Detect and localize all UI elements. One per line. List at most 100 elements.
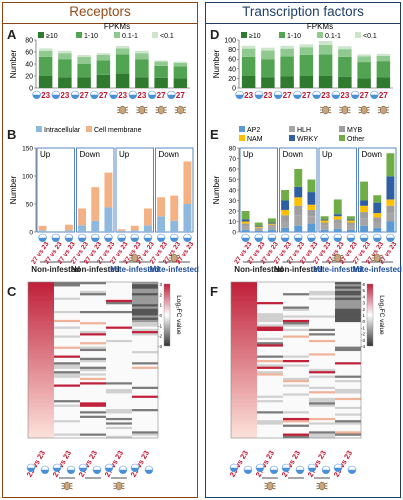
heatmap-cell	[231, 411, 257, 414]
heatmap-cell	[28, 344, 54, 347]
heatmap-cell	[54, 353, 80, 356]
heatmap-cell	[80, 391, 106, 394]
heatmap-cell	[335, 422, 361, 425]
plant-icon-white	[144, 465, 154, 471]
heatmap-cell	[335, 335, 361, 339]
heatmap-cell	[80, 313, 106, 316]
mite-icon	[168, 253, 180, 263]
bar-segment	[157, 216, 166, 232]
heatmap-cell	[335, 346, 361, 350]
heatmap-cell	[335, 377, 361, 381]
mite-icon-leg	[332, 259, 336, 262]
bar-segment	[281, 221, 290, 228]
bar-segment	[154, 61, 168, 66]
heatmap-cell	[80, 382, 106, 385]
bar-segment	[38, 56, 53, 76]
bar-segment	[267, 218, 276, 223]
heatmap-cell	[80, 322, 106, 325]
heatmap-cell	[283, 424, 309, 428]
heatmap-cell	[132, 317, 158, 321]
heatmap-cell	[309, 337, 335, 341]
bar-segment	[130, 225, 139, 231]
heatmap-cell	[335, 395, 361, 399]
heatmap-cell	[54, 357, 80, 361]
heatmap-cell	[54, 409, 80, 412]
category-label: 23	[41, 91, 50, 100]
heatmap-cell	[106, 293, 132, 296]
mite-icon-leg	[377, 106, 381, 109]
heatmap-cell	[257, 411, 283, 414]
bar-segment	[254, 226, 263, 228]
plant-icon-blue	[167, 95, 176, 99]
bar-segment	[318, 76, 333, 88]
y-axis-label: Number	[9, 49, 18, 78]
heatmap-cell	[231, 357, 257, 361]
heatmap-frame	[27, 281, 159, 439]
y-tick-label: 80	[229, 146, 237, 153]
heatmap-cell	[28, 415, 54, 419]
bar-segment	[346, 222, 355, 226]
plant-icon-blue	[64, 238, 73, 242]
heatmap-cell	[54, 377, 80, 381]
mite-icon-body	[131, 253, 138, 263]
heatmap-cell	[80, 319, 106, 323]
heatmap-cell	[28, 322, 54, 325]
heatmap-cell	[231, 384, 257, 388]
heatmap-cell	[309, 324, 335, 327]
plant-icon-blue	[51, 238, 60, 242]
heatmap-cell	[132, 360, 158, 363]
heatmap-cell	[28, 357, 54, 361]
y-tick-label: 0	[29, 86, 33, 93]
heatmap-cell	[257, 415, 283, 419]
heatmap-cell	[54, 339, 80, 343]
heatmap-cell	[257, 331, 283, 334]
heatmap-cell	[54, 324, 80, 327]
heatmap-cell	[257, 315, 283, 318]
heatmap-cell	[28, 333, 54, 336]
bar-segment	[299, 76, 314, 88]
heatmap-cell	[283, 380, 309, 383]
plant-icon-blue	[296, 470, 304, 474]
heatmap-cell	[54, 302, 80, 305]
heatmap-cell	[231, 364, 257, 367]
bar-segment	[183, 161, 192, 204]
plant-icon-white	[235, 90, 244, 96]
heatmap-cell	[28, 284, 54, 287]
bar-segment	[143, 208, 152, 226]
plant-icon-white	[109, 90, 118, 96]
heatmap-cell	[132, 355, 158, 359]
bar-segment	[376, 77, 391, 88]
heatmap-cell	[106, 282, 132, 285]
heatmap-cell	[335, 317, 361, 321]
legend-label-1: Cell membrane	[94, 127, 142, 134]
plant-icon-blue	[267, 238, 276, 242]
box-label: Up	[40, 150, 51, 159]
heatmap-cell	[335, 286, 361, 289]
heatmap-cell	[80, 337, 106, 341]
legend-swatch-4	[289, 135, 295, 141]
heatmap-cell	[283, 429, 309, 432]
heatmap-cell	[28, 373, 54, 376]
heatmap-cell	[283, 395, 309, 399]
heatmap-cell	[54, 433, 80, 437]
plant-icon-blue	[90, 95, 99, 99]
heatmap-cell	[106, 386, 132, 390]
heatmap-cell	[335, 400, 361, 403]
heatmap-cell	[54, 342, 80, 345]
heatmap-cell	[257, 335, 283, 339]
plant-icon-blue	[71, 95, 80, 99]
heatmap-cell	[335, 409, 361, 412]
bar-segment	[91, 220, 100, 232]
heatmap-cell	[335, 306, 361, 310]
heatmap-cell	[132, 420, 158, 423]
bar-segment	[267, 222, 276, 224]
plant-icon-white	[104, 463, 114, 469]
plant-icon	[254, 90, 264, 99]
heatmap-cell	[283, 431, 309, 434]
bar-segment	[360, 225, 369, 232]
bar-segment	[360, 212, 369, 219]
heatmap-cell	[335, 391, 361, 394]
heatmap-cell	[80, 355, 106, 359]
heatmap-cell	[54, 426, 80, 430]
